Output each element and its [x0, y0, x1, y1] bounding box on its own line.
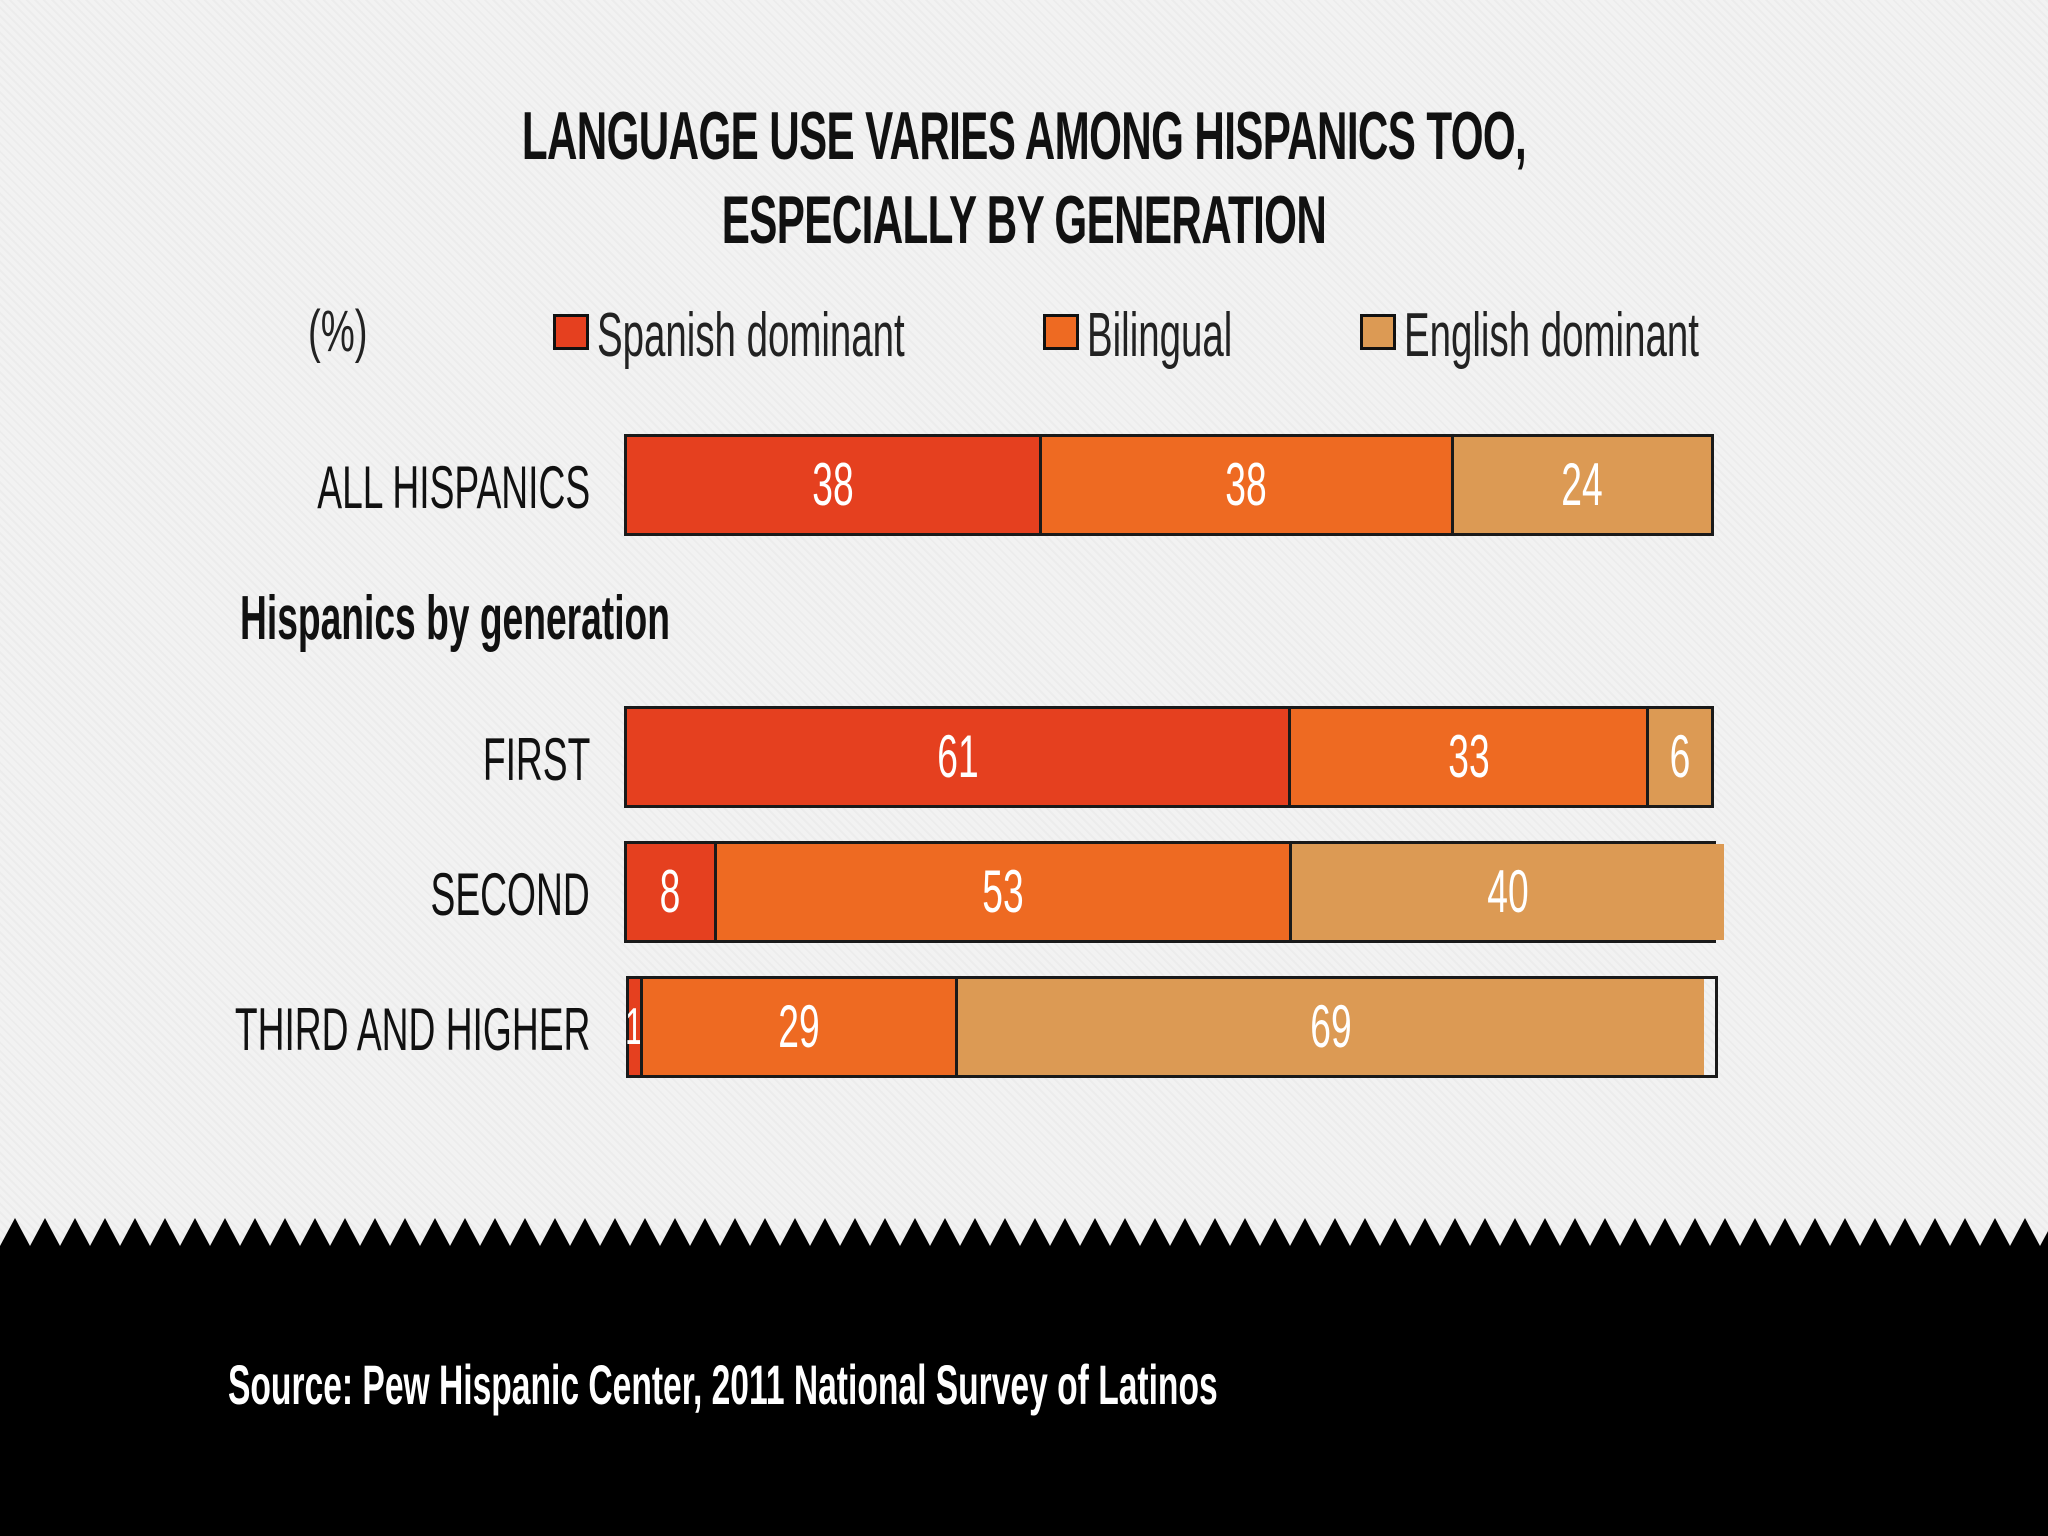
footer-band: [0, 1218, 2048, 1536]
bar-segment-all-hispanics-bilingual: 38: [1038, 437, 1451, 533]
legend-label-bilingual: Bilingual: [1087, 301, 1233, 370]
legend-label-english-dominant: English dominant: [1404, 301, 1699, 370]
data-label: 6: [1669, 723, 1691, 790]
row-label-third-and-higher: THIRD AND HIGHER: [234, 996, 590, 1063]
bar-second: 8 53 40: [624, 841, 1724, 943]
bar-segment-first-english-dominant: 6: [1645, 709, 1711, 805]
legend-label-spanish-dominant: Spanish dominant: [597, 301, 905, 370]
chart-title-line-2: ESPECIALLY BY GENERATION: [721, 182, 1327, 258]
chart-title-line-1: LANGUAGE USE VARIES AMONG HISPANICS TOO,: [521, 98, 1527, 174]
bar-segment-third-and-higher-bilingual: 29: [639, 979, 955, 1075]
data-label: 33: [1447, 723, 1490, 790]
data-label: 8: [660, 858, 681, 925]
group-label: Hispanics by generation: [240, 584, 670, 653]
bar-segment-third-and-higher-spanish-dominant: 1: [625, 979, 643, 1075]
row-label-second: SECOND: [430, 861, 590, 928]
data-label: 69: [1310, 993, 1352, 1060]
row-label-all-hispanics: ALL HISPANICS: [317, 454, 590, 521]
data-label: 1: [625, 998, 644, 1056]
legend-swatch-english-dominant: [1360, 314, 1396, 350]
data-label: 38: [1225, 451, 1268, 518]
bar-segment-all-hispanics-english-dominant: 24: [1450, 437, 1711, 533]
source-note: Source: Pew Hispanic Center, 2011 Nation…: [228, 1353, 1218, 1416]
bar-all-hispanics: 38 38 24: [624, 434, 1714, 536]
bar-segment-second-english-dominant: 40: [1289, 844, 1724, 940]
data-label: 38: [812, 451, 854, 518]
data-label: 29: [778, 993, 820, 1060]
unit-label: (%): [308, 299, 368, 364]
data-label: 24: [1561, 451, 1604, 518]
bar-segment-second-spanish-dominant: 8: [627, 844, 714, 940]
bar-first: 61 33 6: [624, 706, 1714, 808]
bar-segment-second-bilingual: 53: [713, 844, 1290, 940]
legend-swatch-spanish-dominant: [553, 314, 589, 350]
legend-swatch-bilingual: [1043, 314, 1079, 350]
bar-segment-first-spanish-dominant: 61: [627, 709, 1289, 805]
data-label: 40: [1487, 858, 1529, 925]
data-label: 61: [936, 723, 979, 790]
bar-third-and-higher: 1 29 69: [625, 976, 1718, 1078]
bar-segment-third-and-higher-english-dominant: 69: [954, 979, 1705, 1075]
bar-segment-first-bilingual: 33: [1288, 709, 1646, 805]
data-label: 53: [982, 858, 1024, 925]
row-label-first: FIRST: [482, 726, 590, 793]
bar-segment-all-hispanics-spanish-dominant: 38: [627, 437, 1039, 533]
